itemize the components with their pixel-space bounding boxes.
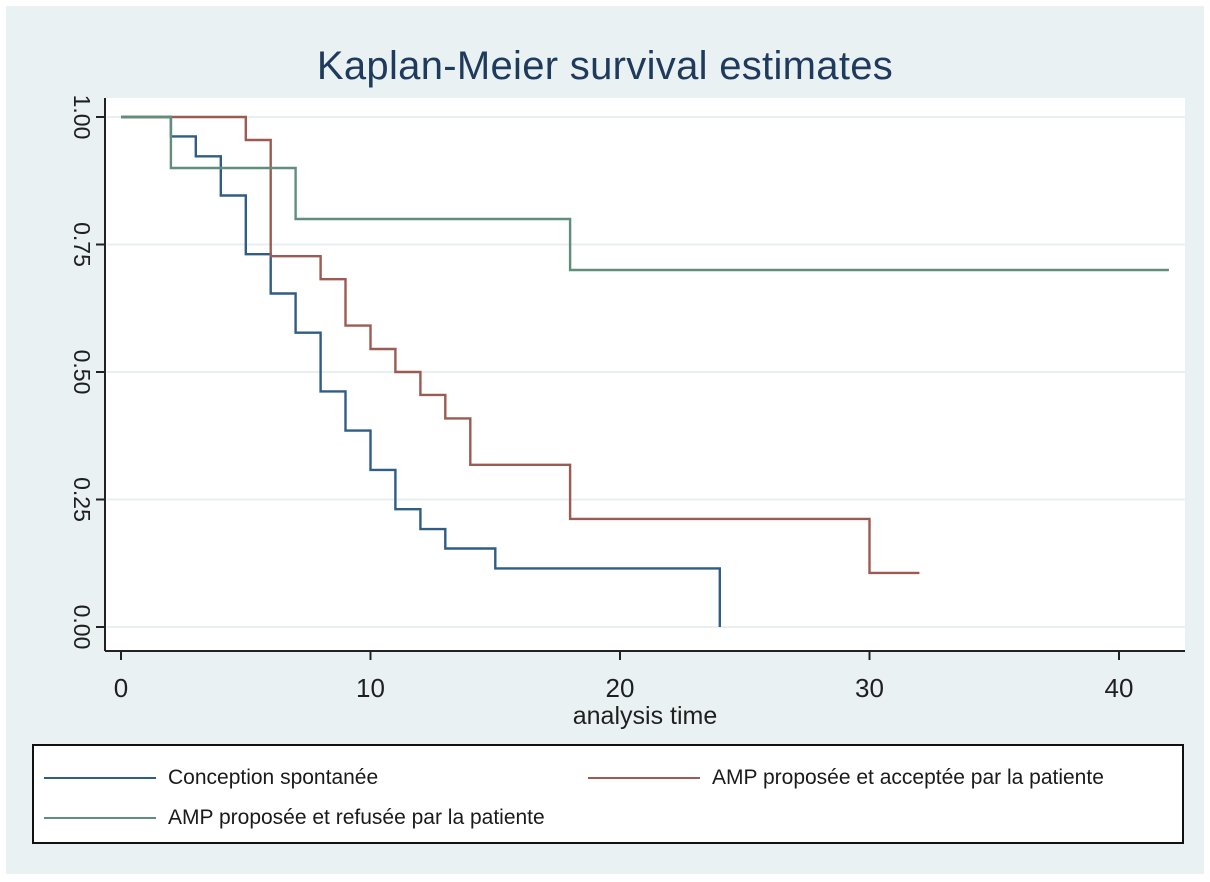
legend-item-1: AMP proposée et acceptée par la patiente	[588, 765, 1104, 791]
legend-item-0: Conception spontanée	[44, 765, 378, 791]
legend-swatch-0	[44, 777, 156, 779]
x-tick-label-0: 0	[114, 673, 128, 703]
legend: Conception spontanée AMP proposée et acc…	[32, 744, 1184, 844]
y-tick-label-3: 0.75	[69, 222, 95, 267]
y-tick-label-1: 0.25	[69, 477, 95, 522]
y-tick-label-4: 1.00	[69, 95, 95, 140]
x-axis-label: analysis time	[573, 702, 718, 730]
legend-label-1: AMP proposée et acceptée par la patiente	[712, 766, 1104, 789]
series-line-2	[121, 115, 1169, 272]
x-tick-label-1: 10	[356, 673, 385, 703]
legend-label-0: Conception spontanée	[168, 766, 379, 789]
x-tick-label-4: 40	[1105, 673, 1134, 703]
series-line-0	[121, 115, 721, 627]
chart-title: Kaplan-Meier survival estimates	[316, 44, 894, 88]
y-tick-label-2: 0.50	[69, 350, 95, 395]
kaplan-meier-chart: 0.00 0.25 0.50 0.75 1.00 0 10 20 30 40 analysis t…	[69, 95, 1185, 730]
x-tick-label-3: 30	[855, 673, 884, 703]
x-tick-label-2: 20	[606, 673, 635, 703]
legend-swatch-2	[44, 817, 156, 819]
series-line-1	[121, 115, 920, 575]
legend-item-2: AMP proposée et refusée par la patiente	[44, 805, 545, 831]
legend-swatch-1	[588, 777, 700, 779]
plot-area	[105, 98, 1185, 650]
y-tick-label-0: 0.00	[69, 605, 95, 650]
legend-label-2: AMP proposée et refusée par la patiente	[168, 806, 545, 829]
